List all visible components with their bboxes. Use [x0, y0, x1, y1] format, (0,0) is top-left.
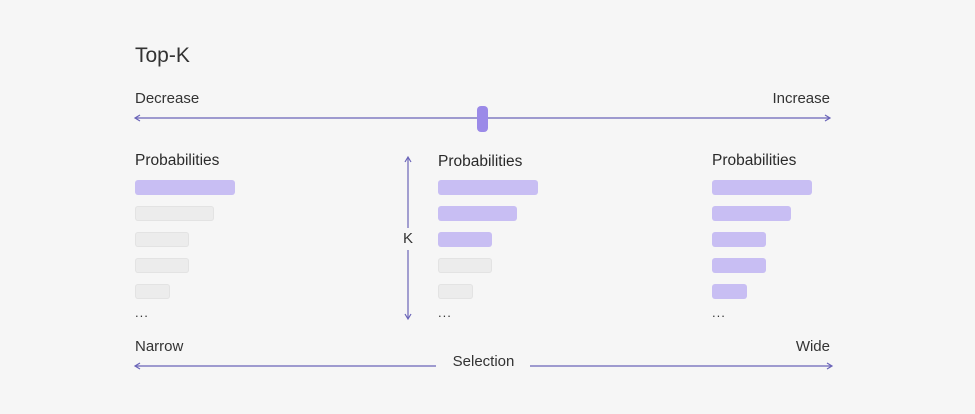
- ellipsis: ...: [438, 305, 452, 320]
- probability-bar-selected: [712, 232, 766, 247]
- selection-wide-label: Wide: [795, 338, 830, 355]
- probability-bar-selected: [712, 180, 812, 195]
- probability-bar-unselected: [135, 206, 214, 221]
- probability-bar-selected: [438, 232, 492, 247]
- column-header: Probabilities: [438, 153, 523, 170]
- k-axis-down-arrowhead: [404, 313, 412, 321]
- selection-left-arrowhead: [133, 362, 141, 370]
- probability-bar-unselected: [135, 258, 189, 273]
- slider-left-arrowhead: [133, 114, 141, 122]
- probability-bar-selected: [438, 180, 538, 195]
- probability-bar-selected: [712, 284, 747, 299]
- slider-decrease-label: Decrease: [135, 90, 200, 107]
- probability-bar-unselected: [135, 284, 170, 299]
- slider-thumb[interactable]: [477, 106, 488, 132]
- probability-bar-unselected: [135, 232, 189, 247]
- probability-bar-unselected: [438, 258, 492, 273]
- selection-narrow-label: Narrow: [135, 338, 184, 355]
- ellipsis: ...: [712, 305, 726, 320]
- probability-bar-selected: [712, 258, 766, 273]
- selection-right-arrowhead: [826, 362, 834, 370]
- probability-bar-selected: [712, 206, 791, 221]
- ellipsis: ...: [135, 305, 149, 320]
- probability-bar-unselected: [438, 284, 473, 299]
- probability-bar-selected: [438, 206, 517, 221]
- slider-right-arrowhead: [824, 114, 832, 122]
- probability-bar-selected: [135, 180, 235, 195]
- k-axis-up-arrowhead: [404, 155, 412, 163]
- slider-increase-label: Increase: [772, 90, 830, 107]
- column-header: Probabilities: [712, 152, 797, 169]
- selection-label: Selection: [438, 353, 529, 370]
- column-header: Probabilities: [135, 152, 220, 169]
- diagram-title: Top-K: [135, 44, 190, 67]
- k-axis-label: K: [403, 230, 414, 247]
